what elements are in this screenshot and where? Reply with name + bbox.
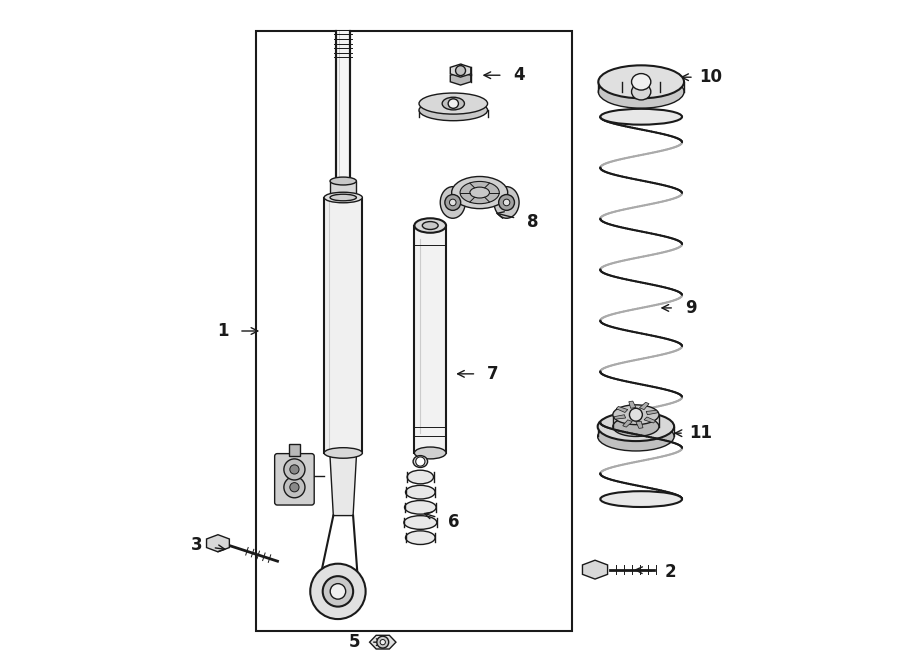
Ellipse shape bbox=[598, 75, 684, 108]
Ellipse shape bbox=[600, 109, 682, 124]
Circle shape bbox=[503, 199, 510, 206]
Bar bbox=[324, 197, 363, 453]
Ellipse shape bbox=[598, 412, 674, 441]
Text: 11: 11 bbox=[689, 424, 712, 442]
Ellipse shape bbox=[324, 192, 363, 203]
Circle shape bbox=[416, 457, 425, 466]
Circle shape bbox=[290, 483, 299, 492]
Circle shape bbox=[330, 584, 346, 599]
Polygon shape bbox=[640, 402, 649, 410]
Bar bbox=[414, 226, 446, 453]
Polygon shape bbox=[646, 410, 658, 414]
Ellipse shape bbox=[407, 470, 434, 484]
Ellipse shape bbox=[600, 491, 682, 507]
Circle shape bbox=[499, 195, 515, 211]
Ellipse shape bbox=[598, 66, 684, 98]
Polygon shape bbox=[629, 401, 636, 408]
Ellipse shape bbox=[452, 177, 508, 209]
Text: 8: 8 bbox=[526, 213, 538, 231]
Polygon shape bbox=[370, 636, 396, 649]
Circle shape bbox=[377, 636, 389, 648]
Text: 6: 6 bbox=[447, 513, 459, 531]
Bar bbox=[336, 31, 350, 186]
Ellipse shape bbox=[406, 485, 436, 499]
Text: 2: 2 bbox=[665, 563, 677, 581]
Polygon shape bbox=[329, 453, 356, 516]
Polygon shape bbox=[614, 414, 626, 419]
Polygon shape bbox=[644, 417, 655, 423]
Ellipse shape bbox=[414, 447, 446, 459]
Ellipse shape bbox=[404, 516, 436, 530]
Ellipse shape bbox=[460, 181, 500, 204]
Bar bbox=[256, 31, 572, 631]
Ellipse shape bbox=[613, 405, 659, 424]
Text: 3: 3 bbox=[191, 536, 202, 554]
Ellipse shape bbox=[632, 73, 651, 90]
Ellipse shape bbox=[406, 531, 436, 544]
Circle shape bbox=[380, 639, 385, 645]
Text: 1: 1 bbox=[217, 322, 229, 340]
Circle shape bbox=[290, 465, 299, 474]
Circle shape bbox=[455, 66, 465, 75]
Polygon shape bbox=[616, 406, 627, 412]
Polygon shape bbox=[450, 64, 471, 77]
Circle shape bbox=[323, 576, 353, 606]
Ellipse shape bbox=[419, 99, 488, 120]
Polygon shape bbox=[206, 535, 230, 552]
Polygon shape bbox=[636, 421, 643, 428]
Circle shape bbox=[284, 477, 305, 498]
Ellipse shape bbox=[442, 97, 464, 110]
Ellipse shape bbox=[632, 83, 651, 100]
Text: 10: 10 bbox=[699, 68, 722, 86]
Text: 9: 9 bbox=[685, 299, 697, 317]
Text: 4: 4 bbox=[513, 66, 525, 84]
Ellipse shape bbox=[422, 222, 438, 230]
FancyBboxPatch shape bbox=[274, 453, 314, 505]
Polygon shape bbox=[623, 420, 633, 427]
Ellipse shape bbox=[440, 187, 465, 218]
Ellipse shape bbox=[404, 500, 436, 514]
Ellipse shape bbox=[330, 194, 356, 201]
Ellipse shape bbox=[613, 416, 659, 436]
Ellipse shape bbox=[494, 187, 519, 218]
Text: 5: 5 bbox=[348, 633, 360, 651]
Ellipse shape bbox=[470, 187, 490, 198]
Ellipse shape bbox=[413, 455, 428, 467]
Circle shape bbox=[284, 459, 305, 480]
Circle shape bbox=[445, 195, 461, 211]
Ellipse shape bbox=[419, 93, 488, 114]
Bar bbox=[330, 181, 356, 197]
Text: 7: 7 bbox=[487, 365, 499, 383]
Bar bbox=[289, 444, 300, 456]
Polygon shape bbox=[450, 72, 471, 85]
Polygon shape bbox=[582, 560, 608, 579]
Ellipse shape bbox=[324, 448, 363, 458]
Ellipse shape bbox=[598, 422, 674, 451]
Ellipse shape bbox=[330, 177, 356, 185]
Circle shape bbox=[449, 199, 456, 206]
Circle shape bbox=[629, 408, 643, 421]
Ellipse shape bbox=[414, 218, 446, 233]
Ellipse shape bbox=[448, 99, 458, 109]
Circle shape bbox=[310, 564, 365, 619]
